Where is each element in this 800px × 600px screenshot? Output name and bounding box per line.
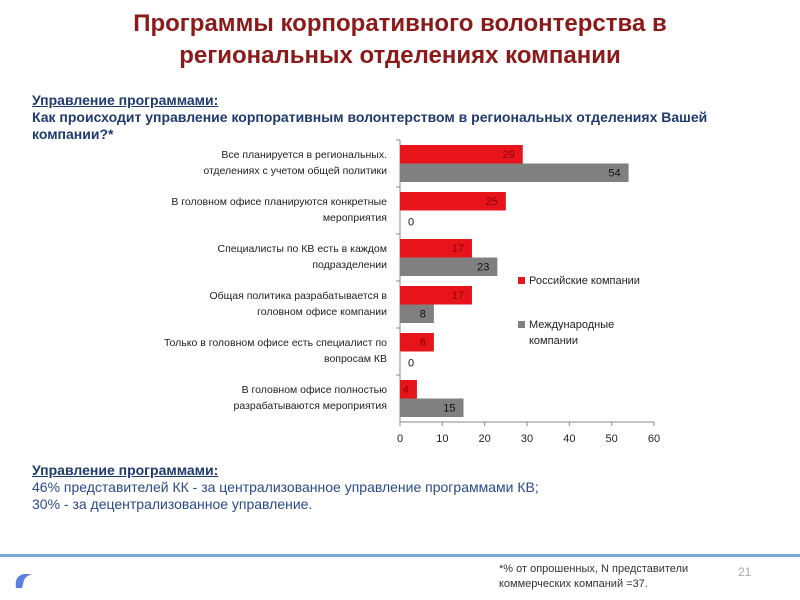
bar-international — [400, 304, 434, 323]
data-label: 15 — [443, 403, 455, 415]
company-logo-icon — [15, 574, 32, 588]
bar-russian — [400, 286, 472, 305]
category-label: подразделении — [312, 259, 387, 271]
slide-title: Программы корпоративного волонтерства в р… — [0, 8, 800, 72]
x-tick-label: 40 — [563, 433, 575, 445]
data-label: 0 — [408, 217, 414, 229]
data-label: 54 — [608, 168, 620, 180]
data-label: 25 — [486, 196, 498, 208]
data-label: 8 — [420, 309, 426, 321]
bar-russian — [400, 192, 506, 211]
data-label: 8 — [420, 337, 426, 349]
category-label: мероприятия — [323, 212, 387, 224]
footnote-line: коммерческих компаний =37. — [499, 578, 648, 590]
question-text: Как происходит управление корпоративным … — [32, 109, 708, 142]
category-label: Все планируется в региональных. — [221, 149, 387, 161]
category-label: разрабатываются мероприятия — [234, 400, 387, 412]
legend-label: Международные — [529, 319, 614, 331]
bar-russian — [400, 380, 417, 399]
x-tick-label: 60 — [648, 433, 660, 445]
category-label: вопросам КВ — [324, 353, 387, 365]
data-label: 0 — [408, 358, 414, 370]
footer-divider — [0, 554, 800, 557]
legend-label: компании — [529, 335, 578, 347]
category-label: головном офисе компании — [257, 306, 387, 318]
x-tick-label: 20 — [479, 433, 491, 445]
question-heading: Управление программами: — [32, 92, 219, 108]
title-line: Программы корпоративного волонтерства в — [133, 10, 667, 37]
data-label: 17 — [452, 243, 464, 255]
category-label: Специалисты по КВ есть в каждом — [218, 243, 387, 255]
footnote-line: *% от опрошенных, N представители — [499, 563, 689, 575]
bar-russian — [400, 333, 434, 352]
data-label: 17 — [452, 290, 464, 302]
legend-label: Российские компании — [529, 275, 640, 287]
bar-international — [400, 163, 629, 182]
x-tick-label: 10 — [436, 433, 448, 445]
page-number: 21 — [738, 565, 752, 579]
data-label: 4 — [403, 384, 409, 396]
legend-swatch — [518, 321, 525, 328]
data-label: 23 — [477, 262, 489, 274]
title-line: региональных отделениях компании — [179, 42, 621, 69]
bar-international — [400, 398, 464, 417]
x-tick-label: 0 — [397, 433, 403, 445]
category-label: отделениях с учетом общей политики — [203, 165, 387, 177]
bar-russian — [400, 239, 472, 258]
legend-swatch — [518, 277, 525, 284]
conclusion-line: 30% - за децентрализованное управление. — [32, 496, 313, 512]
category-label: В головном офисе полностью — [242, 384, 388, 396]
x-tick-label: 50 — [606, 433, 618, 445]
conclusion-heading: Управление программами: — [32, 462, 219, 478]
conclusion: Управление программами: 46% представителе… — [32, 462, 539, 513]
question: Управление программами: Как происходит уп… — [32, 92, 772, 143]
data-label: 29 — [503, 149, 515, 161]
bar-russian — [400, 145, 523, 164]
x-tick-label: 30 — [521, 433, 533, 445]
bar-international — [400, 257, 498, 276]
category-label: В головном офисе планируются конкретные — [171, 196, 387, 208]
footnote: *% от опрошенных, N представители коммерч… — [499, 562, 688, 592]
category-label: Общая политика разрабатывается в — [209, 290, 387, 302]
conclusion-line: 46% представителей КК - за централизован… — [32, 479, 539, 495]
category-label: Только в головном офисе есть специалист … — [164, 337, 387, 349]
